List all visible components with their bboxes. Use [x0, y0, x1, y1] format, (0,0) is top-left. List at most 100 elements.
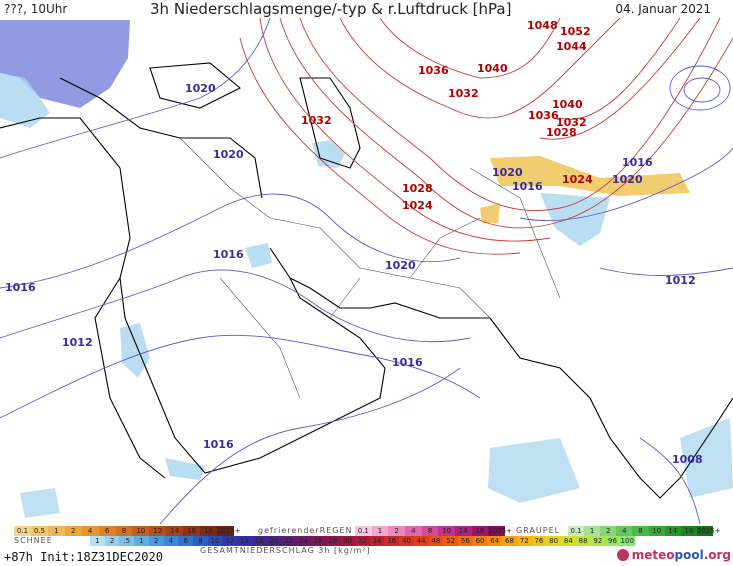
legend-swatch: 14: [166, 526, 184, 536]
brand-part-c: .org: [703, 548, 731, 562]
legend-freezing-rain-scale: 0.1 1 2 4 8 10 14 16 2025+: [355, 526, 512, 536]
legend-hail-title: GRAUPEL: [516, 526, 561, 535]
isobar-blue-1: [0, 18, 271, 159]
init-time: +87h Init:18Z31DEC2020: [4, 550, 163, 564]
isobar-label-blue: 1020: [185, 82, 216, 95]
precip-himalaya-snow: [490, 156, 690, 196]
legend-swatch: 84: [561, 536, 576, 546]
isobar-label-red: 1036: [418, 64, 449, 77]
legend-swatch: 6: [178, 536, 194, 546]
coast-caspian: [299, 77, 361, 169]
pressure-labels: 1048 1052 1044 1036 1040 1032 1032 1040 …: [5, 19, 703, 466]
isobar-blue-3: [0, 269, 471, 343]
precip-snow-europe: [0, 20, 130, 108]
precip-gulf-aden: [165, 458, 205, 480]
isobar-label-red: 1040: [477, 62, 508, 75]
coast-africa: [0, 117, 166, 479]
coastlines: [0, 62, 733, 499]
legend-swatch: 4: [616, 526, 633, 536]
precip-europe-light: [0, 73, 50, 128]
legend-swatch: 4: [404, 526, 422, 536]
precip-north-india: [540, 193, 610, 246]
legend-swatch: 2025+: [488, 526, 512, 536]
isobar-label-red: 1032: [556, 116, 587, 129]
legend-swatch: 12: [222, 536, 238, 546]
legend-swatch: 34: [369, 536, 385, 546]
legend-swatch: 10: [132, 526, 150, 536]
map-header: ???, 10Uhr 3h Niederschlagsmenge/-typ & …: [0, 0, 733, 18]
precip-sri-lanka: [680, 418, 733, 498]
isobar-label-blue: 1016: [512, 180, 543, 193]
legend-total-scale: 1 2.5 1 2 4 6 8 10 12 14 16 20 22 24 26 28 30 32 34 36 40 44 4…: [90, 536, 635, 546]
legend-snow-scale: 0.1 0.5 1 2 4 6 8 10 12 14 16 18 2025+: [14, 526, 241, 536]
precip-legend: 0.1 0.5 1 2 4 6 8 10 12 14 16 18 2025+ SCHNEE gefrie…: [0, 524, 733, 566]
legend-swatch: 36: [384, 536, 400, 546]
isobar-label-blue: 1020: [492, 166, 523, 179]
isobar-label-blue: 1008: [672, 453, 703, 466]
isobar-red-8: [539, 18, 701, 140]
isobar-red-6: [379, 18, 561, 79]
legend-swatch: 64: [487, 536, 503, 546]
legend-swatch: 16: [251, 536, 267, 546]
forecast-date: 04. Januar 2021: [615, 2, 711, 16]
isobar-red-5: [339, 18, 621, 119]
brand-logo: meteopool.org: [616, 548, 731, 562]
legend-swatch: 10: [438, 526, 455, 536]
brand-part-a: meteo: [631, 548, 675, 562]
legend-swatch: 28: [325, 536, 341, 546]
legend-swatch: 8: [193, 536, 208, 546]
isobar-label-blue: 1016: [392, 356, 423, 369]
precipitation-areas: [0, 20, 733, 518]
legend-swatch: 52: [443, 536, 458, 546]
isobar-label-red: 1028: [402, 182, 433, 195]
run-label: ???, 10Uhr: [4, 2, 68, 16]
legend-swatch: 1: [134, 536, 149, 546]
legend-swatch: 92: [590, 536, 606, 546]
coast-black-sea: [149, 62, 241, 109]
legend-swatch: 48: [428, 536, 444, 546]
isobar-label-red: 1048: [527, 19, 558, 32]
isobar-red-1: [299, 18, 721, 211]
legend-swatch: 0.5: [30, 526, 48, 536]
isobar-blue-4: [0, 334, 481, 419]
isobar-blue-2: [0, 193, 461, 289]
legend-swatch: 80: [546, 536, 561, 546]
precip-arabian-small: [480, 203, 500, 223]
precip-redsea: [120, 323, 150, 378]
isobar-label-red: 1024: [562, 173, 593, 186]
border-lines: [179, 137, 561, 399]
legend-swatch: 76: [531, 536, 547, 546]
isobar-blue-6: [519, 147, 733, 221]
legend-swatch: 44: [413, 536, 429, 546]
country-borders: [179, 137, 561, 399]
legend-swatch: 16: [680, 526, 697, 536]
isobar-label-blue: 1020: [213, 148, 244, 161]
isobar-label-blue: 1016: [203, 438, 234, 451]
isobar-label-blue: 1016: [213, 248, 244, 261]
isobar-blue-7: [599, 267, 733, 276]
legend-swatch: 6: [98, 526, 116, 536]
precip-south-india: [488, 438, 580, 503]
isobar-blue-low: [669, 65, 731, 111]
legend-swatch: 88: [575, 536, 591, 546]
legend-swatch: 2: [104, 536, 120, 546]
legend-swatch: .5: [119, 536, 135, 546]
isobar-label-red: 1032: [301, 114, 332, 127]
isobar-label-blue: 1016: [5, 281, 36, 294]
legend-swatch: 4: [163, 536, 179, 546]
isobar-red-3: [259, 18, 551, 242]
legend-snow-title: SCHNEE: [14, 536, 53, 545]
precip-caspian: [312, 140, 345, 168]
isobar-label-red: 1024: [402, 199, 433, 212]
isobar-label-red: 1036: [528, 109, 559, 122]
isobar-label-blue: 1020: [385, 259, 416, 272]
legend-swatch: 22: [281, 536, 297, 546]
isobar-label-red: 1052: [560, 25, 591, 38]
legend-hail-scale: 0.1 1 2 4 8 10 14 16 2025+: [568, 526, 721, 536]
isobar-blue-low-inner: [683, 77, 721, 103]
legend-swatch: 1: [371, 526, 389, 536]
legend-swatch: 14: [454, 526, 472, 536]
coast-arabia: [79, 117, 386, 474]
legend-swatch: 2025+: [217, 526, 241, 536]
